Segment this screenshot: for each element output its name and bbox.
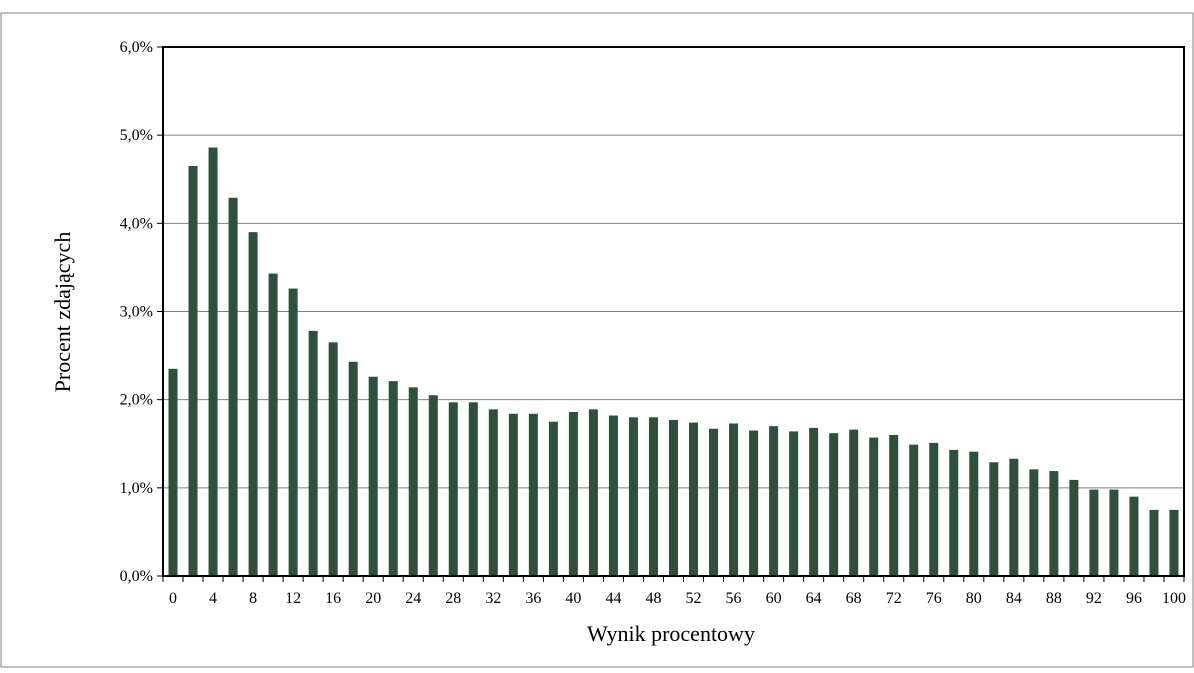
bar-28 [448,402,458,576]
x-axis-title: Wynik procentowy [587,621,755,646]
x-tick-label: 36 [525,590,541,607]
bar-20 [368,376,378,576]
x-tick-label: 16 [325,590,341,607]
bar-90 [1069,479,1079,576]
bar-38 [548,421,558,576]
bar-8 [248,232,258,576]
bar-50 [668,419,679,576]
bar-74 [909,444,919,576]
bar-40 [568,412,578,576]
bar-26 [428,395,438,576]
x-tick-label: 4 [209,590,217,607]
y-axis-ticks: 0,0% 1,0% 2,0% 3,0% 4,0% 5,0% 6,0% [120,39,163,585]
bar-54 [709,428,719,576]
y-tick-label: 6,0% [120,39,153,56]
bar-76 [929,442,939,576]
x-tick-label: 100 [1162,590,1186,607]
x-tick-label: 96 [1126,590,1142,607]
y-tick-label: 3,0% [120,304,153,321]
bar-72 [889,434,899,576]
bar-60 [769,426,779,576]
bar-94 [1109,489,1119,576]
bar-86 [1029,469,1039,576]
bar-100 [1169,509,1179,576]
bar-48 [648,417,658,576]
bar-36 [528,413,538,576]
x-tick-label: 76 [926,590,942,607]
y-tick-label: 0,0% [120,568,153,585]
bar-14 [308,330,318,576]
x-tick-label: 8 [249,590,257,607]
bar-44 [608,415,618,576]
bar-10 [268,273,278,576]
bar-82 [989,462,999,576]
bar-22 [388,381,398,576]
x-tick-label: 72 [886,590,902,607]
bar-78 [949,449,959,576]
x-tick-label: 32 [485,590,501,607]
bar-68 [849,429,859,576]
x-tick-label: 20 [365,590,381,607]
bar-46 [628,417,638,576]
bar-70 [869,437,879,576]
bar-98 [1149,509,1159,576]
bar-88 [1049,471,1059,576]
x-tick-label: 84 [1006,590,1022,607]
y-tick-label: 4,0% [120,215,153,232]
bar-58 [749,430,759,576]
bar-96 [1129,496,1139,576]
bar-32 [488,409,498,576]
bar-18 [348,361,358,576]
x-tick-label: 60 [766,590,782,607]
bar-64 [809,427,819,576]
bar-52 [689,422,699,576]
bar-42 [588,409,598,576]
bar-2 [188,166,198,576]
bar-66 [829,433,839,576]
y-tick-label: 5,0% [120,127,153,144]
y-axis-title: Procent zdających [50,232,75,393]
x-tick-label: 24 [405,590,421,607]
bar-4 [208,147,218,576]
bar-84 [1009,458,1019,576]
bar-56 [729,423,739,576]
y-tick-label: 1,0% [120,480,153,497]
x-tick-label: 44 [605,590,621,607]
bar-0 [168,368,178,576]
x-tick-label: 64 [806,590,822,607]
bar-6 [228,197,238,576]
bar-92 [1089,489,1099,576]
bar-24 [408,387,418,576]
bar-80 [969,451,979,576]
x-tick-label: 48 [645,590,661,607]
y-tick-label: 2,0% [120,392,153,409]
x-tick-label: 0 [169,590,177,607]
x-tick-label: 28 [445,590,461,607]
x-tick-label: 56 [726,590,742,607]
bars [168,147,1179,576]
bar-12 [288,288,298,576]
chart-border [0,12,1194,668]
bar-62 [789,431,799,576]
bar-16 [328,342,338,576]
x-tick-label: 68 [846,590,862,607]
x-tick-label: 88 [1046,590,1062,607]
x-tick-label: 80 [966,590,982,607]
x-tick-label: 52 [686,590,702,607]
x-tick-label: 92 [1086,590,1102,607]
bar-30 [468,402,478,576]
bar-34 [508,413,518,576]
x-axis-ticks: 0 4 8 12 16 20 24 28 32 36 40 44 48 52 56 60 64 68 72 76 80 8… [162,576,1186,607]
x-tick-label: 40 [565,590,581,607]
x-tick-label: 12 [285,590,301,607]
